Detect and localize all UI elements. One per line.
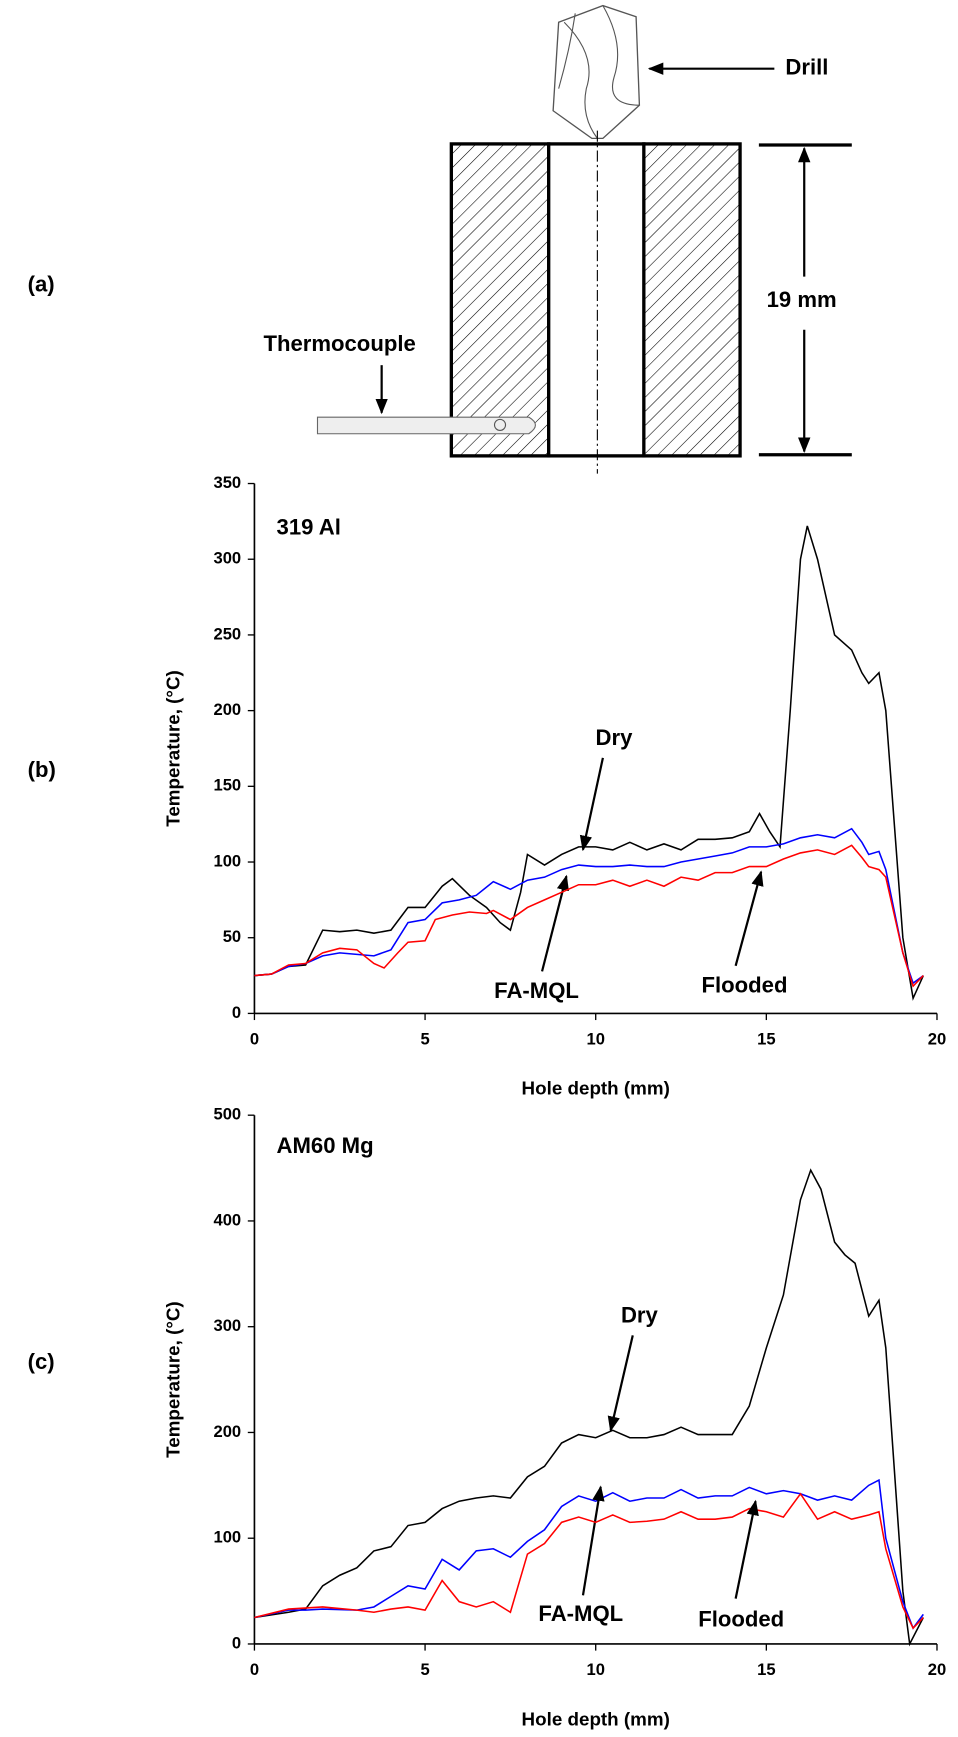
y-tick-label: 50 — [223, 927, 241, 946]
x-tick-label: 5 — [420, 1029, 429, 1048]
series-annotation: FA-MQL — [494, 978, 579, 1003]
x-tick-label: 5 — [420, 1660, 429, 1679]
annotation-arrow — [579, 757, 604, 852]
panel-label: (a) — [28, 271, 55, 296]
chart-label: AM60 Mg — [277, 1133, 374, 1158]
series-line — [254, 827, 924, 985]
annotation-arrow — [734, 870, 764, 967]
series-line — [254, 525, 925, 1001]
series-line — [254, 1492, 924, 1630]
x-tick-label: 20 — [928, 1029, 946, 1048]
series-annotation: Flooded — [698, 1607, 784, 1632]
y-tick-label: 500 — [213, 1105, 241, 1124]
thermocouple-label: Thermocouple — [263, 331, 415, 356]
x-tick-label: 0 — [250, 1029, 259, 1048]
annotation-arrow — [540, 874, 569, 972]
series-line — [254, 1478, 924, 1630]
y-tick-label: 100 — [213, 851, 241, 870]
drill-label: Drill — [785, 55, 828, 80]
chart-label: 319 Al — [277, 515, 341, 540]
series-annotation: Dry — [621, 1302, 659, 1327]
x-axis-label: Hole depth (mm) — [522, 1708, 670, 1729]
panel-label: (c) — [28, 1349, 55, 1374]
x-tick-label: 15 — [757, 1029, 775, 1048]
series-line — [254, 1168, 925, 1647]
series-annotation: FA-MQL — [538, 1601, 623, 1626]
y-axis-label: Temperature, (°C) — [163, 670, 184, 827]
y-tick-label: 300 — [213, 549, 241, 568]
x-tick-label: 10 — [586, 1660, 604, 1679]
y-tick-label: 350 — [213, 473, 241, 492]
schematic: (a) Drill 19 mm Thermocouple — [28, 4, 852, 474]
annotation-arrow — [581, 1485, 605, 1596]
y-tick-label: 400 — [213, 1210, 241, 1229]
series-annotation: Flooded — [702, 973, 788, 998]
y-tick-label: 0 — [232, 1003, 241, 1022]
x-axis-label: Hole depth (mm) — [522, 1078, 670, 1099]
y-tick-label: 0 — [232, 1633, 241, 1652]
annotation-arrow — [607, 1335, 634, 1432]
y-tick-label: 200 — [213, 700, 241, 719]
panel-label: (b) — [28, 757, 56, 782]
x-tick-label: 20 — [928, 1660, 946, 1679]
y-tick-label: 150 — [213, 776, 241, 795]
y-tick-label: 300 — [213, 1316, 241, 1335]
x-tick-label: 0 — [250, 1660, 259, 1679]
x-tick-label: 10 — [586, 1029, 604, 1048]
x-tick-label: 15 — [757, 1660, 775, 1679]
series-line — [254, 844, 924, 988]
y-tick-label: 200 — [213, 1422, 241, 1441]
annotation-arrow — [734, 1499, 759, 1599]
y-tick-label: 250 — [213, 624, 241, 643]
y-tick-label: 100 — [213, 1528, 241, 1547]
series-annotation: Dry — [596, 725, 634, 750]
y-axis-label: Temperature, (°C) — [163, 1301, 184, 1458]
depth-label: 19 mm — [767, 287, 837, 312]
